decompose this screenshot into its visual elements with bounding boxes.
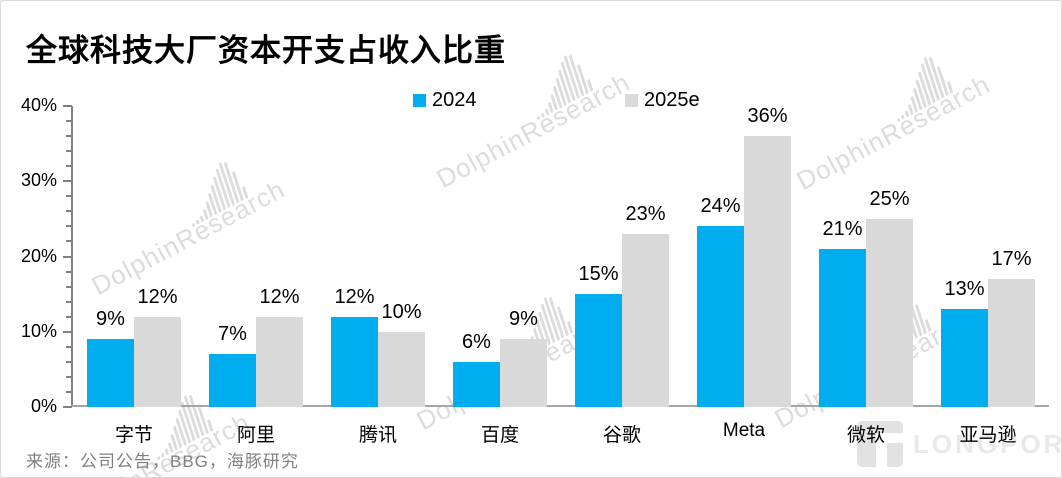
- legend-label-2024: 2024: [432, 89, 477, 111]
- legend-label-2025e: 2025e: [644, 89, 700, 111]
- bar-value-label: 23%: [625, 202, 666, 225]
- y-minor-tick: [66, 165, 72, 168]
- y-minor-tick: [66, 225, 72, 228]
- y-axis-line: [71, 106, 73, 407]
- bar-group-Meta: 24% 36%: [683, 105, 805, 407]
- bar-value-label: 7%: [218, 323, 247, 346]
- y-minor-tick: [66, 240, 72, 243]
- longport-wordmark: LONGPORT: [913, 428, 1061, 459]
- y-axis-label: 10%: [20, 320, 57, 341]
- bar-2025e-Meta: 36%: [744, 105, 791, 407]
- bar-2025e-字节: 12%: [134, 286, 181, 407]
- legend-item-2024: 2024: [413, 89, 477, 112]
- y-axis-label: 0%: [30, 396, 57, 416]
- y-minor-tick: [66, 195, 72, 198]
- bar-value-label: 21%: [822, 217, 863, 240]
- legend-swatch-2025e: [625, 94, 638, 107]
- category-label-谷歌: 谷歌: [602, 425, 641, 446]
- y-major-tick: [63, 255, 72, 258]
- source-note: 来源：公司公告，BBG，海豚研究: [26, 452, 299, 471]
- category-label-Meta: Meta: [722, 420, 766, 441]
- category-label-阿里: 阿里: [236, 425, 275, 446]
- y-axis-label: 40%: [20, 95, 57, 115]
- bar-2025e-亚马逊: 17%: [988, 248, 1035, 407]
- bar-group-百度: 6% 9%: [439, 106, 561, 407]
- bar-2024-亚马逊: 13%: [941, 278, 988, 407]
- y-major-tick: [63, 330, 72, 333]
- y-minor-tick: [66, 210, 72, 213]
- bar-2025e-微软: 25%: [866, 188, 913, 407]
- bar-value-label: 17%: [991, 248, 1032, 271]
- bar-value-label: 24%: [700, 195, 741, 218]
- bar-2025e-腾讯: 10%: [378, 301, 425, 407]
- bar-2024-阿里: 7%: [209, 323, 256, 407]
- y-minor-tick: [66, 120, 72, 123]
- category-axis: 字节 阿里 腾讯 百度 谷歌 Meta 微软 亚马逊: [73, 420, 1049, 447]
- category-label-微软: 微软: [846, 425, 885, 446]
- y-axis-label: 30%: [20, 170, 57, 191]
- bar-value-label: 12%: [137, 285, 178, 308]
- bar-2024-谷歌: 15%: [575, 263, 622, 407]
- y-minor-tick: [66, 300, 72, 303]
- y-major-tick: [63, 105, 72, 107]
- bar-2024-百度: 6%: [453, 331, 500, 407]
- bar-2025e-百度: 9%: [500, 308, 547, 407]
- bar-2024-微软: 21%: [819, 218, 866, 407]
- y-minor-tick: [66, 315, 72, 318]
- legend-item-2025e: 2025e: [625, 89, 700, 112]
- y-minor-tick: [66, 135, 72, 138]
- bar-group-腾讯: 12% 10%: [317, 106, 439, 407]
- bar-group-字节: 9% 12%: [73, 106, 195, 407]
- y-minor-tick: [66, 270, 72, 273]
- y-axis-label: 20%: [20, 245, 57, 266]
- bar-value-label: 10%: [381, 300, 422, 323]
- y-major-tick: [63, 406, 72, 408]
- y-minor-tick: [66, 360, 72, 363]
- bar-group-阿里: 7% 12%: [195, 106, 317, 407]
- bar-value-label: 13%: [944, 278, 985, 301]
- bar-value-label: 9%: [96, 308, 125, 331]
- category-label-字节: 字节: [114, 425, 153, 446]
- bar-group-谷歌: 15% 23%: [561, 106, 683, 407]
- bar-value-label: 12%: [334, 285, 375, 308]
- y-minor-tick: [66, 345, 72, 348]
- y-minor-tick: [66, 150, 72, 153]
- legend-swatch-2024: [413, 94, 426, 107]
- bar-value-label: 6%: [462, 330, 491, 353]
- bar-group-亚马逊: 13% 17%: [927, 106, 1049, 407]
- y-minor-tick: [66, 390, 72, 393]
- chart-title: 全球科技大厂资本开支占收入比重: [26, 33, 506, 68]
- bar-value-label: 25%: [869, 187, 910, 210]
- bar-2024-字节: 9%: [87, 308, 134, 407]
- bar-2025e-谷歌: 23%: [622, 203, 669, 407]
- bar-group-微软: 21% 25%: [805, 106, 927, 407]
- bar-value-label: 9%: [509, 308, 538, 331]
- plot-area: 9% 12% 7% 12% 12% 10% 6% 9% 15% 23% 24% 36% 21% 25% 13…: [73, 105, 1049, 407]
- bar-value-label: 12%: [259, 285, 300, 308]
- longport-watermark: LONGPORT: [857, 421, 1061, 467]
- bar-2025e-阿里: 12%: [256, 286, 303, 407]
- category-label-百度: 百度: [480, 425, 519, 446]
- bar-value-label: 36%: [747, 105, 788, 128]
- category-label-亚马逊: 亚马逊: [959, 425, 1017, 446]
- longport-logo-icon: [857, 421, 903, 467]
- y-minor-tick: [66, 375, 72, 378]
- bar-2024-腾讯: 12%: [331, 286, 378, 407]
- y-major-tick: [63, 180, 72, 183]
- bar-value-label: 15%: [578, 263, 619, 286]
- category-label-腾讯: 腾讯: [358, 425, 397, 446]
- bar-2024-Meta: 24%: [697, 195, 744, 407]
- y-minor-tick: [66, 285, 72, 288]
- x-axis-baseline: [71, 405, 1049, 407]
